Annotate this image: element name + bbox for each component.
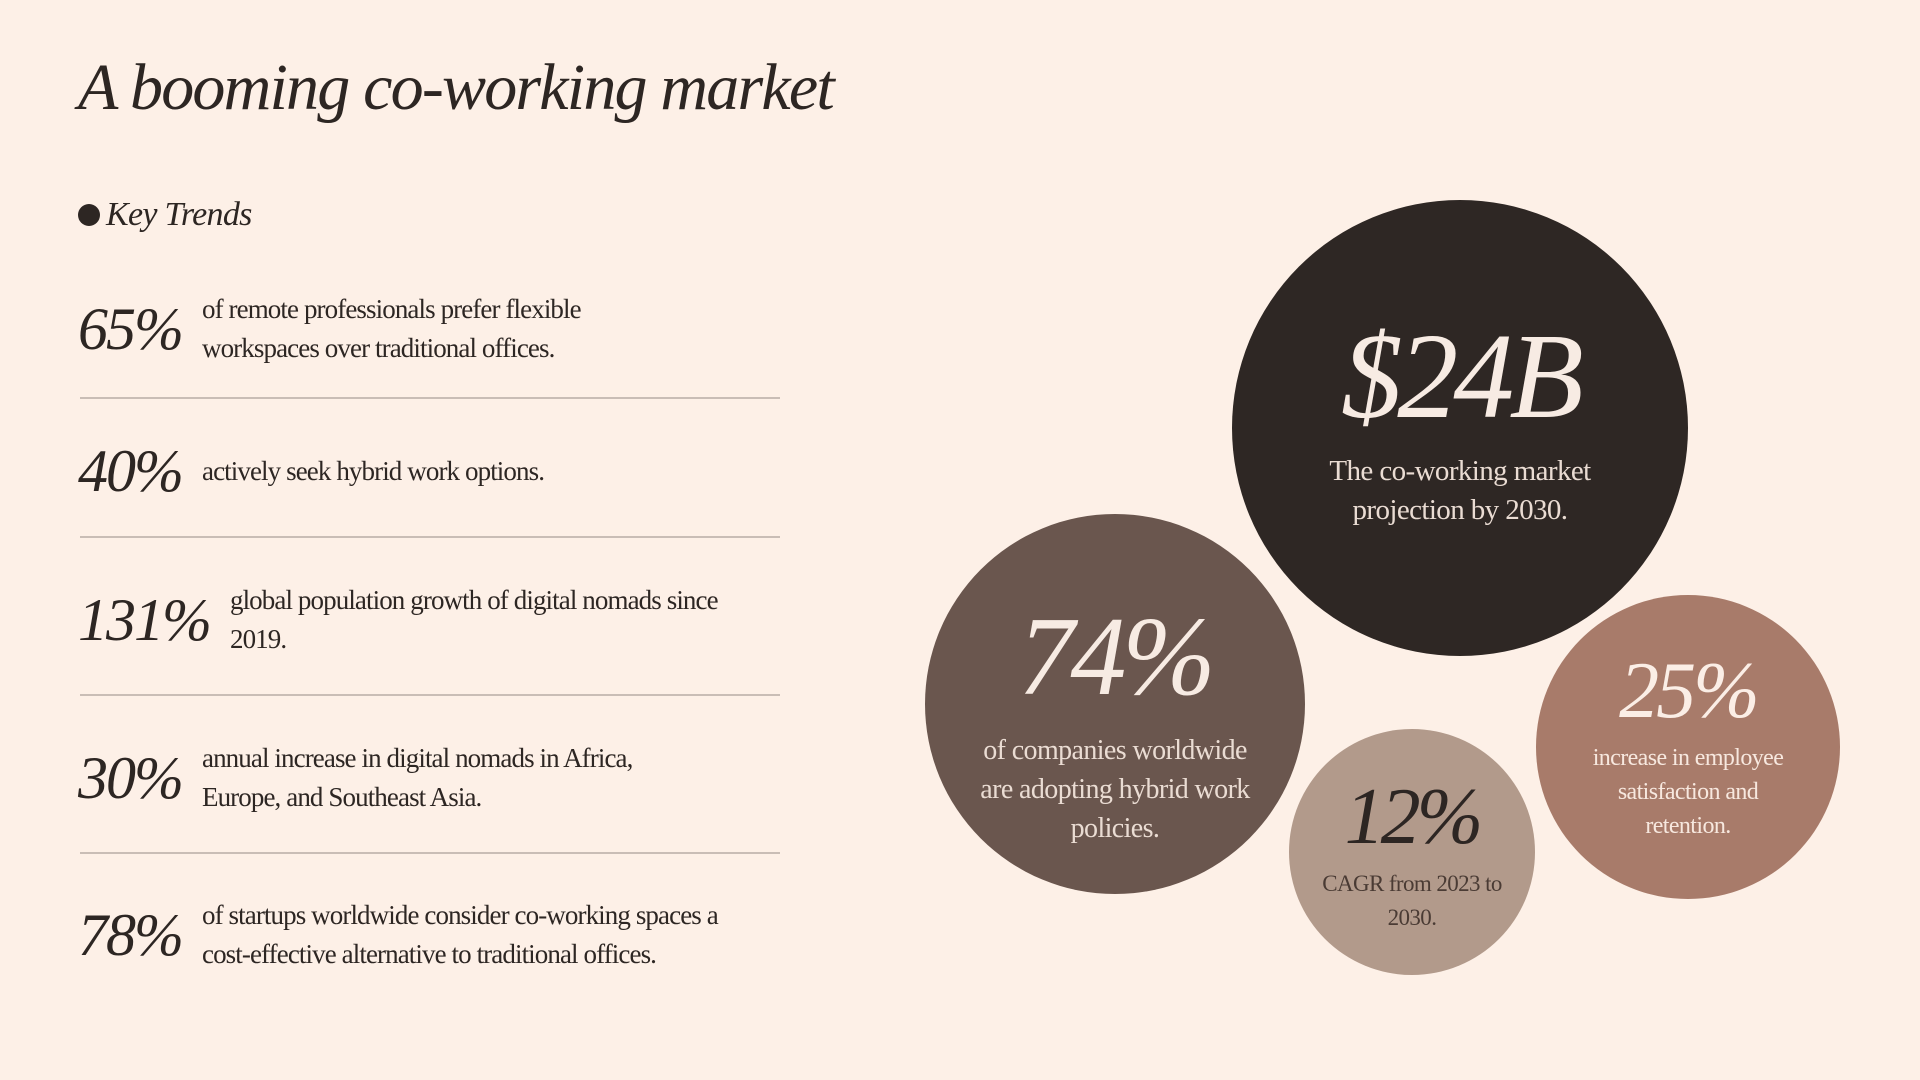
market-projection-circle: $24B The co-working market projection by… <box>1232 200 1688 656</box>
trend-value: 65% <box>78 296 184 362</box>
trend-row-startups: 78% of startups worldwide consider co-wo… <box>78 896 780 974</box>
trend-description: annual increase in digital nomads in Afr… <box>201 743 633 812</box>
employee-satisfaction-value: 25% <box>1619 647 1760 735</box>
trend-row-digital-nomad-growth: 131% global population growth of digital… <box>78 581 780 659</box>
trend-description: of startups worldwide consider co-workin… <box>201 900 719 969</box>
trend-value: 131% <box>78 587 212 653</box>
trend-description: actively seek hybrid work options. <box>201 455 545 486</box>
divider <box>80 397 780 399</box>
employee-satisfaction-caption: increase in employee satisfaction and re… <box>1592 745 1784 839</box>
divider <box>80 536 780 538</box>
cagr-circle: 12% CAGR from 2023 to 2030. <box>1289 729 1535 975</box>
trend-value: 30% <box>78 745 184 811</box>
trend-value: 40% <box>78 438 184 504</box>
hybrid-adoption-caption: of companies worldwide are adopting hybr… <box>980 734 1250 844</box>
page-title: A booming co-working market <box>78 51 835 124</box>
section-heading: Key Trends <box>78 196 252 234</box>
bullet-dot-icon <box>78 204 100 226</box>
hybrid-adoption-circle: 74% of companies worldwide are adopting … <box>925 514 1305 894</box>
divider <box>80 694 780 696</box>
hybrid-adoption-value: 74% <box>1018 594 1215 719</box>
trend-value: 78% <box>78 902 184 968</box>
trend-row-hybrid-seekers: 40% actively seek hybrid work options. <box>78 441 780 501</box>
section-heading-label: Key Trends <box>106 196 252 233</box>
market-projection-caption: The co-working market projection by 2030… <box>1329 455 1591 526</box>
trend-description: global population growth of digital noma… <box>229 585 719 654</box>
market-projection-value: $24B <box>1341 309 1584 444</box>
cagr-caption: CAGR from 2023 to 2030. <box>1322 871 1502 930</box>
cagr-value: 12% <box>1344 773 1484 861</box>
employee-satisfaction-circle: 25% increase in employee satisfaction an… <box>1536 595 1840 899</box>
trend-row-regional-increase: 30% annual increase in digital nomads in… <box>78 739 780 817</box>
divider <box>80 852 780 854</box>
trend-row-remote-professionals: 65% of remote professionals prefer flexi… <box>78 290 780 368</box>
trend-description: of remote professionals prefer flexible … <box>201 294 582 363</box>
